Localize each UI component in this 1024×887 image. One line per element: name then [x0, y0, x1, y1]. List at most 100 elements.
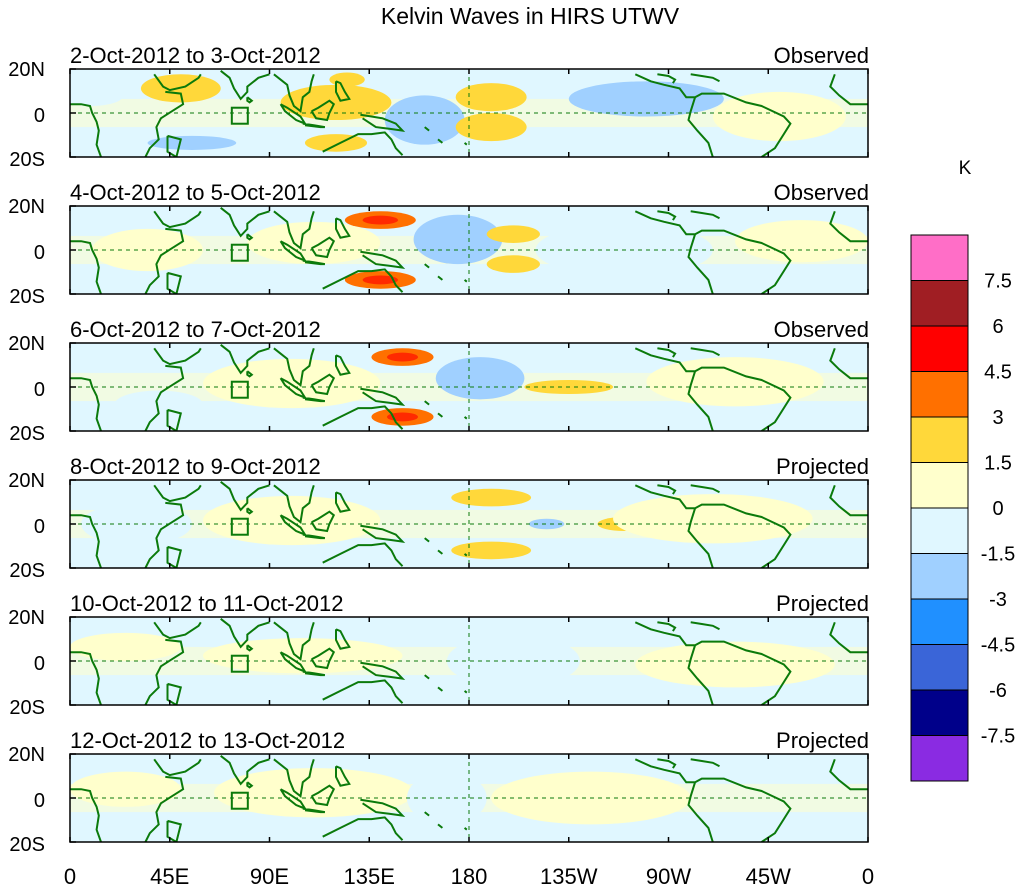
latitude-label: 0	[34, 516, 45, 538]
map-panel: 20N 0 20S 10-Oct-2012 to 11-Oct-2012 Project…	[8, 591, 869, 719]
anomaly-field	[70, 754, 868, 842]
longitude-label: 135E	[344, 864, 395, 887]
anomaly-contour	[455, 113, 527, 142]
latitude-label: 20N	[8, 470, 45, 492]
colorbar-label: 4.5	[984, 362, 1012, 384]
colorbar-label: -6	[989, 680, 1007, 702]
map-panel: 20N 0 20S 2-Oct-2012 to 3-Oct-2012 Observed	[8, 43, 869, 171]
date-range-label: 10-Oct-2012 to 11-Oct-2012	[70, 591, 344, 616]
latitude-label: 20S	[9, 834, 45, 856]
anomaly-contour	[304, 134, 368, 152]
anomaly-field	[70, 206, 868, 294]
anomaly-contour	[147, 135, 237, 150]
latitude-label: 20S	[9, 697, 45, 719]
anomaly-contour	[451, 541, 532, 560]
latitude-label: 20S	[9, 560, 45, 582]
anomaly-contour	[646, 357, 824, 407]
colorbar-label: 1.5	[984, 453, 1012, 475]
colorbar-label: -1.5	[981, 544, 1015, 566]
status-label: Projected	[776, 591, 869, 616]
colorbar-label: -4.5	[981, 635, 1015, 657]
colorbar-label: -7.5	[981, 726, 1015, 748]
latitude-label: 20N	[8, 196, 45, 218]
anomaly-contour	[613, 494, 813, 544]
coastline	[70, 618, 868, 705]
colorbar-label: -3	[989, 589, 1007, 611]
anomaly-field	[70, 480, 868, 568]
coastline	[70, 755, 868, 842]
anomaly-contour	[568, 81, 724, 117]
anomaly-field	[70, 617, 868, 705]
anomaly-contour	[435, 357, 525, 400]
coastline	[70, 207, 868, 294]
colorbar-swatch	[910, 598, 969, 645]
latitude-label: 0	[34, 242, 45, 264]
region-box	[230, 106, 249, 125]
colorbar-label: 7.5	[984, 271, 1012, 293]
latitude-label: 0	[34, 379, 45, 401]
colorbar-swatch	[910, 234, 969, 281]
latitude-label: 20N	[8, 607, 45, 629]
latitude-label: 0	[34, 790, 45, 812]
longitude-label: 0	[64, 864, 76, 887]
status-label: Observed	[774, 43, 869, 68]
map-panel: 20N 0 20S 12-Oct-2012 to 13-Oct-2012 Project…	[8, 728, 869, 856]
anomaly-core	[362, 275, 399, 285]
status-label: Observed	[774, 180, 869, 205]
map-panel: 20N 0 20S 6-Oct-2012 to 7-Oct-2012 Observed	[8, 317, 869, 445]
anomaly-contour	[203, 638, 403, 674]
anomaly-contour	[413, 214, 503, 265]
anomaly-contour	[114, 390, 203, 419]
region-box	[230, 243, 249, 262]
anomaly-contour	[528, 518, 565, 530]
latitude-label: 20S	[9, 286, 45, 308]
coastline	[70, 481, 868, 568]
colorbar-swatch	[910, 462, 969, 509]
longitude-label: 45E	[150, 864, 189, 887]
colorbar-swatch	[910, 689, 969, 736]
longitude-axis: 0 45E 90E 135E 180 135W 90W 45W 0	[64, 864, 874, 887]
anomaly-contour	[384, 95, 465, 145]
anomaly-contour	[451, 488, 532, 507]
longitude-label: 45W	[746, 864, 791, 887]
date-range-label: 6-Oct-2012 to 7-Oct-2012	[70, 317, 321, 342]
anomaly-contour	[70, 632, 181, 661]
colorbar: K 7.5 6 4.5 3 1.5 0 -1.5 -3 -4.5 -6 -7.5	[910, 158, 1015, 782]
status-label: Observed	[774, 317, 869, 342]
region-box	[230, 791, 249, 810]
date-range-label: 12-Oct-2012 to 13-Oct-2012	[70, 728, 345, 753]
longitude-label: 0	[862, 864, 874, 887]
colorbar-swatch	[910, 280, 969, 327]
anomaly-contour	[455, 83, 527, 112]
date-range-label: 8-Oct-2012 to 9-Oct-2012	[70, 454, 321, 479]
anomaly-contour	[329, 72, 365, 87]
colorbar-label: 3	[992, 407, 1003, 429]
anomaly-field	[70, 343, 868, 431]
region-box	[230, 380, 249, 399]
anomaly-field	[70, 69, 868, 157]
anomaly-contour	[735, 220, 868, 263]
colorbar-swatch	[910, 644, 969, 691]
latitude-label: 20S	[9, 149, 45, 171]
colorbar-swatch	[910, 553, 969, 600]
anomaly-contour	[486, 225, 540, 243]
latitude-label: 20N	[8, 744, 45, 766]
longitude-label: 180	[451, 864, 488, 887]
latitude-label: 0	[34, 653, 45, 675]
latitude-label: 0	[34, 105, 45, 127]
region-box	[230, 517, 249, 536]
colorbar-label: 6	[992, 316, 1003, 338]
anomaly-contour	[247, 221, 381, 265]
longitude-label: 135W	[540, 864, 598, 887]
latitude-label: 20N	[8, 59, 45, 81]
latitude-label: 20S	[9, 423, 45, 445]
colorbar-swatch	[910, 735, 969, 782]
anomaly-contour	[92, 228, 203, 272]
colorbar-unit: K	[959, 158, 972, 179]
anomaly-contour	[712, 91, 846, 142]
longitude-label: 90W	[646, 864, 691, 887]
colorbar-swatch	[910, 416, 969, 463]
anomaly-contour	[486, 255, 540, 273]
map-panel: 20N 0 20S 4-Oct-2012 to 5-Oct-2012 Observed	[8, 180, 869, 308]
